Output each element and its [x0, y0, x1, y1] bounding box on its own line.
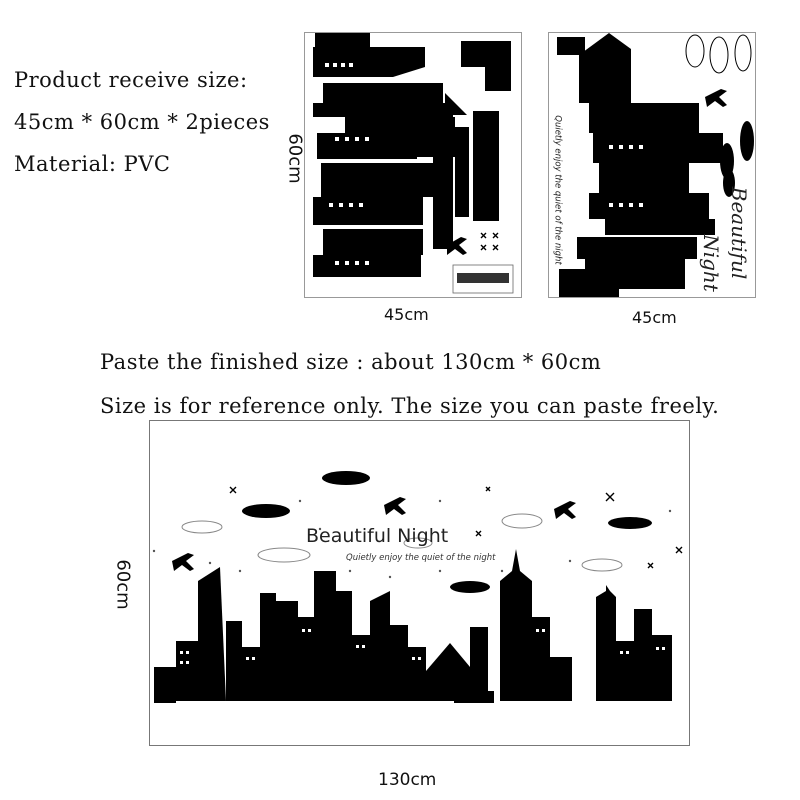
right-sheet-skyline-art	[557, 33, 754, 297]
plane-icon	[554, 501, 576, 519]
left-sticker-sheet	[304, 32, 522, 298]
size-disclaimer: Size is for reference only. The size you…	[100, 394, 720, 418]
finished-size-note: Paste the finished size : about 130cm * …	[100, 350, 602, 374]
right-sheet-width-label: 45cm	[632, 308, 677, 327]
finished-tagline: Quietly enjoy the quiet of the night	[346, 553, 496, 563]
right-sticker-sheet: Quietly enjoy the quiet of the night Bea…	[548, 32, 756, 298]
finished-height-label: 60cm	[112, 559, 134, 610]
finished-skyline-art	[152, 471, 683, 703]
finished-preview-panel: Beautiful Night Quietly enjoy the quiet …	[149, 420, 690, 746]
right-sheet-title-2: Night	[699, 234, 723, 292]
receive-size-label: Product receive size:	[14, 68, 248, 92]
receive-size-value: 45cm * 60cm * 2pieces	[14, 110, 270, 134]
plane-icon	[447, 237, 467, 255]
plane-icon	[667, 175, 689, 193]
finished-title: Beautiful Night	[306, 525, 449, 547]
left-sheet-height-label: 60cm	[284, 133, 306, 184]
plane-icon	[172, 553, 194, 571]
plane-icon	[705, 89, 727, 107]
left-sheet-skyline-art	[313, 33, 514, 294]
material-label: Material: PVC	[14, 152, 171, 176]
right-sheet-tagline: Quietly enjoy the quiet of the night	[553, 115, 564, 265]
plane-icon	[384, 497, 406, 515]
left-sheet-width-label: 45cm	[384, 305, 429, 324]
finished-width-label: 130cm	[378, 770, 437, 790]
